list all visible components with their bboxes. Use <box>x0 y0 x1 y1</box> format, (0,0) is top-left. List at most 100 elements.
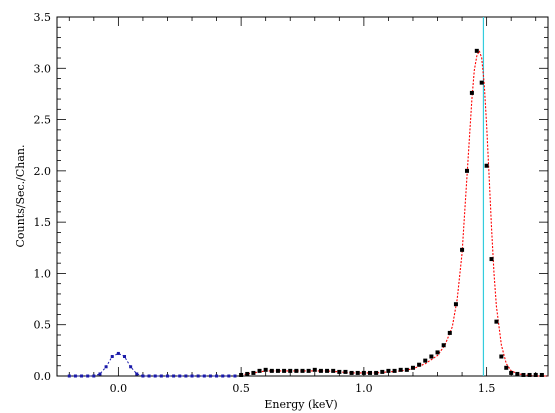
curves <box>69 49 548 377</box>
data-point <box>504 365 509 370</box>
x-axis-label: Energy (keV) <box>264 398 337 411</box>
data-points <box>67 48 544 378</box>
zero-peak-point <box>98 372 102 376</box>
y-tick-label: 0.5 <box>34 319 52 332</box>
zero-peak-point <box>153 374 157 378</box>
data-point <box>460 247 465 252</box>
y-tick-label: 3.5 <box>34 11 52 24</box>
y-tick-label: 3.0 <box>34 62 52 75</box>
data-point <box>325 368 330 373</box>
tick-labels: 0.0 0.5 1.0 1.5 2.0 2.5 3.0 3.5 0.0 0.5 1.0 1.5 <box>34 11 496 395</box>
x-tick-label: 1.0 <box>355 382 373 395</box>
y-tick-label: 0.0 <box>34 370 52 383</box>
zero-peak-point <box>221 374 225 378</box>
zero-peak-point <box>159 374 163 378</box>
data-point <box>337 369 342 374</box>
data-point <box>318 368 323 373</box>
x-tick-label: 0.5 <box>232 382 250 395</box>
data-point <box>441 343 446 348</box>
y-tick-label: 1.0 <box>34 267 52 280</box>
zero-peak-point <box>233 374 237 378</box>
data-point <box>398 367 403 372</box>
zero-peak-point <box>67 374 71 378</box>
data-point <box>474 48 479 53</box>
data-point <box>469 90 474 95</box>
zero-peak-point <box>135 372 139 376</box>
zero-peak-point <box>208 374 212 378</box>
data-point <box>312 367 317 372</box>
data-point <box>288 368 293 373</box>
data-point <box>269 368 274 373</box>
zero-peak-point <box>172 374 176 378</box>
data-point <box>453 302 458 307</box>
zero-peak-point <box>196 374 200 378</box>
data-point <box>494 319 499 324</box>
data-point <box>423 358 428 363</box>
data-point <box>527 372 532 377</box>
data-point <box>331 368 336 373</box>
data-point <box>245 371 250 376</box>
data-point <box>306 368 311 373</box>
data-point <box>275 368 280 373</box>
data-point <box>515 371 520 376</box>
plot-border <box>56 16 549 377</box>
data-point <box>435 350 440 355</box>
zero-peak-point <box>123 355 127 359</box>
zero-peak-point <box>165 374 169 378</box>
zero-peak-point <box>104 365 108 369</box>
zero-peak-point <box>178 374 182 378</box>
data-point <box>251 370 256 375</box>
zero-peak-point <box>141 374 145 378</box>
x-tick-label: 0.0 <box>110 382 128 395</box>
data-point <box>464 168 469 173</box>
model-curve <box>241 49 548 377</box>
data-point <box>343 369 348 374</box>
data-point <box>447 330 452 335</box>
data-point <box>386 368 391 373</box>
data-point <box>239 372 244 377</box>
data-point <box>368 370 373 375</box>
zero-peak-point <box>116 351 120 355</box>
zero-peak-point <box>227 374 231 378</box>
data-point <box>257 368 262 373</box>
data-point <box>499 354 504 359</box>
data-point <box>410 365 415 370</box>
data-point <box>361 370 366 375</box>
data-point <box>429 354 434 359</box>
y-axis-label: Counts/Sec./Chan. <box>14 144 27 247</box>
y-tick-label: 1.5 <box>34 216 52 229</box>
zero-peak-point <box>184 374 188 378</box>
data-point <box>300 368 305 373</box>
zero-peak-point <box>80 374 84 378</box>
data-point <box>404 367 409 372</box>
zero-peak-point <box>73 374 77 378</box>
data-point <box>349 370 354 375</box>
data-point <box>509 370 514 375</box>
zero-peak-point <box>92 374 96 378</box>
data-point <box>374 370 379 375</box>
data-point <box>355 370 360 375</box>
data-point <box>380 369 385 374</box>
data-point <box>533 372 538 377</box>
data-point <box>489 257 494 262</box>
y-tick-label: 2.0 <box>34 165 52 178</box>
zero-peak-point <box>147 374 151 378</box>
zero-peak-point <box>190 374 194 378</box>
data-point <box>417 362 422 367</box>
zero-peak-point <box>129 365 133 369</box>
data-point <box>521 372 526 377</box>
data-point <box>392 368 397 373</box>
data-point <box>539 372 544 377</box>
x-tick-label: 1.5 <box>478 382 496 395</box>
data-point <box>484 163 489 168</box>
data-point <box>294 368 299 373</box>
zero-peak-point <box>202 374 206 378</box>
zero-peak-point <box>215 374 219 378</box>
zero-peak-point <box>86 374 90 378</box>
plot-frame <box>56 16 549 377</box>
data-point <box>282 368 287 373</box>
zero-peak-point <box>110 355 114 359</box>
y-tick-label: 2.5 <box>34 114 52 127</box>
data-point <box>479 80 484 85</box>
